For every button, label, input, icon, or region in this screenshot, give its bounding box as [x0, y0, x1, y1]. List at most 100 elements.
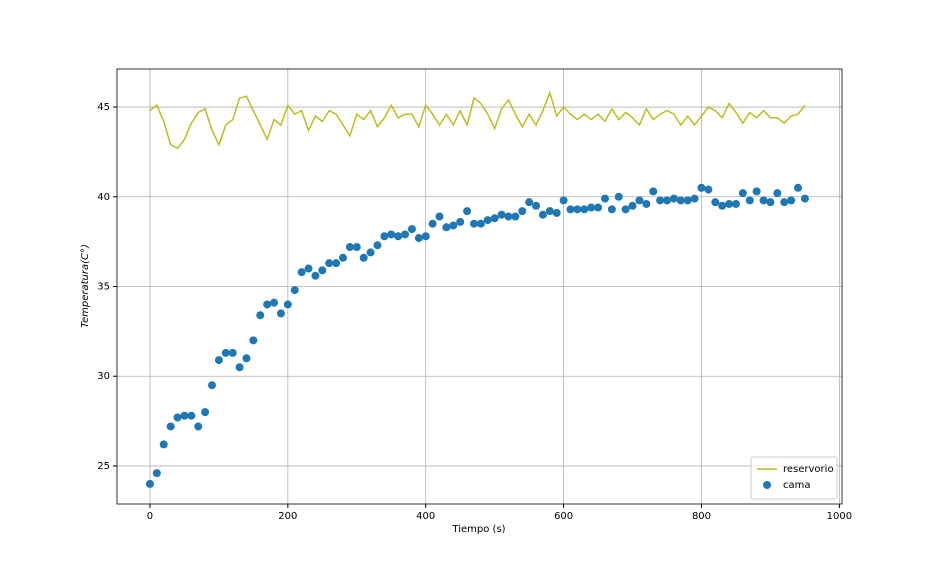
scatter-point — [325, 259, 334, 268]
scatter-point — [463, 207, 472, 216]
scatter-point — [318, 266, 327, 275]
scatter-point — [242, 354, 251, 363]
scatter-point — [449, 221, 458, 230]
scatter-point — [263, 300, 272, 309]
y-tick-label: 40 — [97, 192, 110, 203]
scatter-point — [780, 198, 789, 207]
x-tick-label: 0 — [147, 511, 153, 522]
scatter-point — [573, 205, 582, 214]
scatter-point — [656, 196, 665, 205]
y-tick-label: 45 — [97, 102, 110, 113]
scatter-point — [525, 198, 534, 207]
scatter-point — [607, 205, 616, 214]
scatter-point — [697, 183, 706, 192]
scatter-point — [490, 214, 499, 223]
scatter-point — [545, 207, 554, 216]
scatter-point — [628, 201, 637, 210]
y-axis-label: Temperatura(C°) — [80, 244, 91, 328]
scatter-point — [649, 187, 658, 196]
scatter-point — [580, 205, 589, 214]
scatter-point — [800, 194, 809, 203]
scatter-point — [414, 234, 423, 243]
scatter-point — [559, 196, 568, 205]
scatter-point — [352, 243, 361, 252]
legend-swatch — [763, 481, 771, 489]
scatter-point — [669, 194, 678, 203]
scatter-point — [276, 309, 285, 318]
scatter-point — [228, 348, 237, 357]
scatter-point — [456, 217, 465, 226]
x-tick-label: 1000 — [827, 511, 852, 522]
scatter-point — [145, 479, 154, 488]
scatter-point — [594, 203, 603, 212]
scatter-point — [201, 408, 210, 417]
scatter-point — [711, 198, 720, 207]
scatter-point — [401, 230, 410, 239]
legend-box — [750, 456, 838, 500]
scatter-point — [442, 223, 451, 232]
scatter-point — [614, 192, 623, 201]
scatter-point — [373, 241, 382, 250]
scatter-point — [152, 469, 161, 478]
scatter-point — [435, 212, 444, 221]
scatter-point — [642, 199, 651, 208]
scatter-point — [704, 185, 713, 194]
scatter-point — [504, 212, 513, 221]
x-axis-label: Tiempo (s) — [451, 524, 505, 535]
scatter-point — [214, 356, 223, 365]
scatter-point — [290, 286, 299, 295]
scatter-point — [552, 208, 561, 217]
scatter-point — [566, 205, 575, 214]
scatter-point — [283, 300, 292, 309]
scatter-point — [194, 422, 203, 431]
scatter-point — [690, 194, 699, 203]
scatter-point — [469, 219, 478, 228]
scatter-point — [332, 259, 341, 268]
scatter-point — [173, 413, 182, 422]
scatter-point — [407, 225, 416, 234]
scatter-point — [387, 230, 396, 239]
scatter-point — [718, 201, 727, 210]
x-tick-label: 600 — [554, 511, 573, 522]
scatter-point — [663, 196, 672, 205]
scatter-point — [600, 194, 609, 203]
scatter-point — [180, 411, 189, 420]
scatter-point — [511, 212, 520, 221]
scatter-point — [366, 248, 375, 257]
scatter-point — [794, 183, 803, 192]
scatter-point — [256, 311, 265, 320]
scatter-point — [759, 196, 768, 205]
scatter-point — [359, 253, 368, 262]
scatter-point — [587, 203, 596, 212]
scatter-point — [270, 298, 279, 307]
scatter-point — [497, 210, 506, 219]
scatter-point — [338, 253, 347, 262]
legend-label: reservorio — [783, 464, 834, 475]
scatter-point — [738, 189, 747, 198]
scatter-point — [297, 268, 306, 277]
scatter-point — [683, 196, 692, 205]
scatter-point — [476, 219, 485, 228]
scatter-point — [421, 232, 430, 241]
scatter-point — [380, 232, 389, 241]
scatter-point — [428, 219, 437, 228]
scatter-point — [731, 199, 740, 208]
scatter-point — [235, 363, 244, 372]
line — [149, 90, 806, 150]
scatter-point — [311, 271, 320, 280]
scatter-point — [635, 196, 644, 205]
scatter-point — [766, 198, 775, 207]
scatter-point — [159, 440, 168, 449]
y-tick-label: 25 — [97, 461, 110, 472]
scatter-point — [483, 216, 492, 225]
scatter-point — [532, 201, 541, 210]
scatter-point — [621, 205, 630, 214]
scatter-point — [249, 336, 258, 345]
scatter-point — [166, 422, 175, 431]
scatter-point — [745, 196, 754, 205]
scatter-point — [394, 232, 403, 241]
scatter-point — [725, 199, 734, 208]
scatter-point — [208, 381, 217, 390]
